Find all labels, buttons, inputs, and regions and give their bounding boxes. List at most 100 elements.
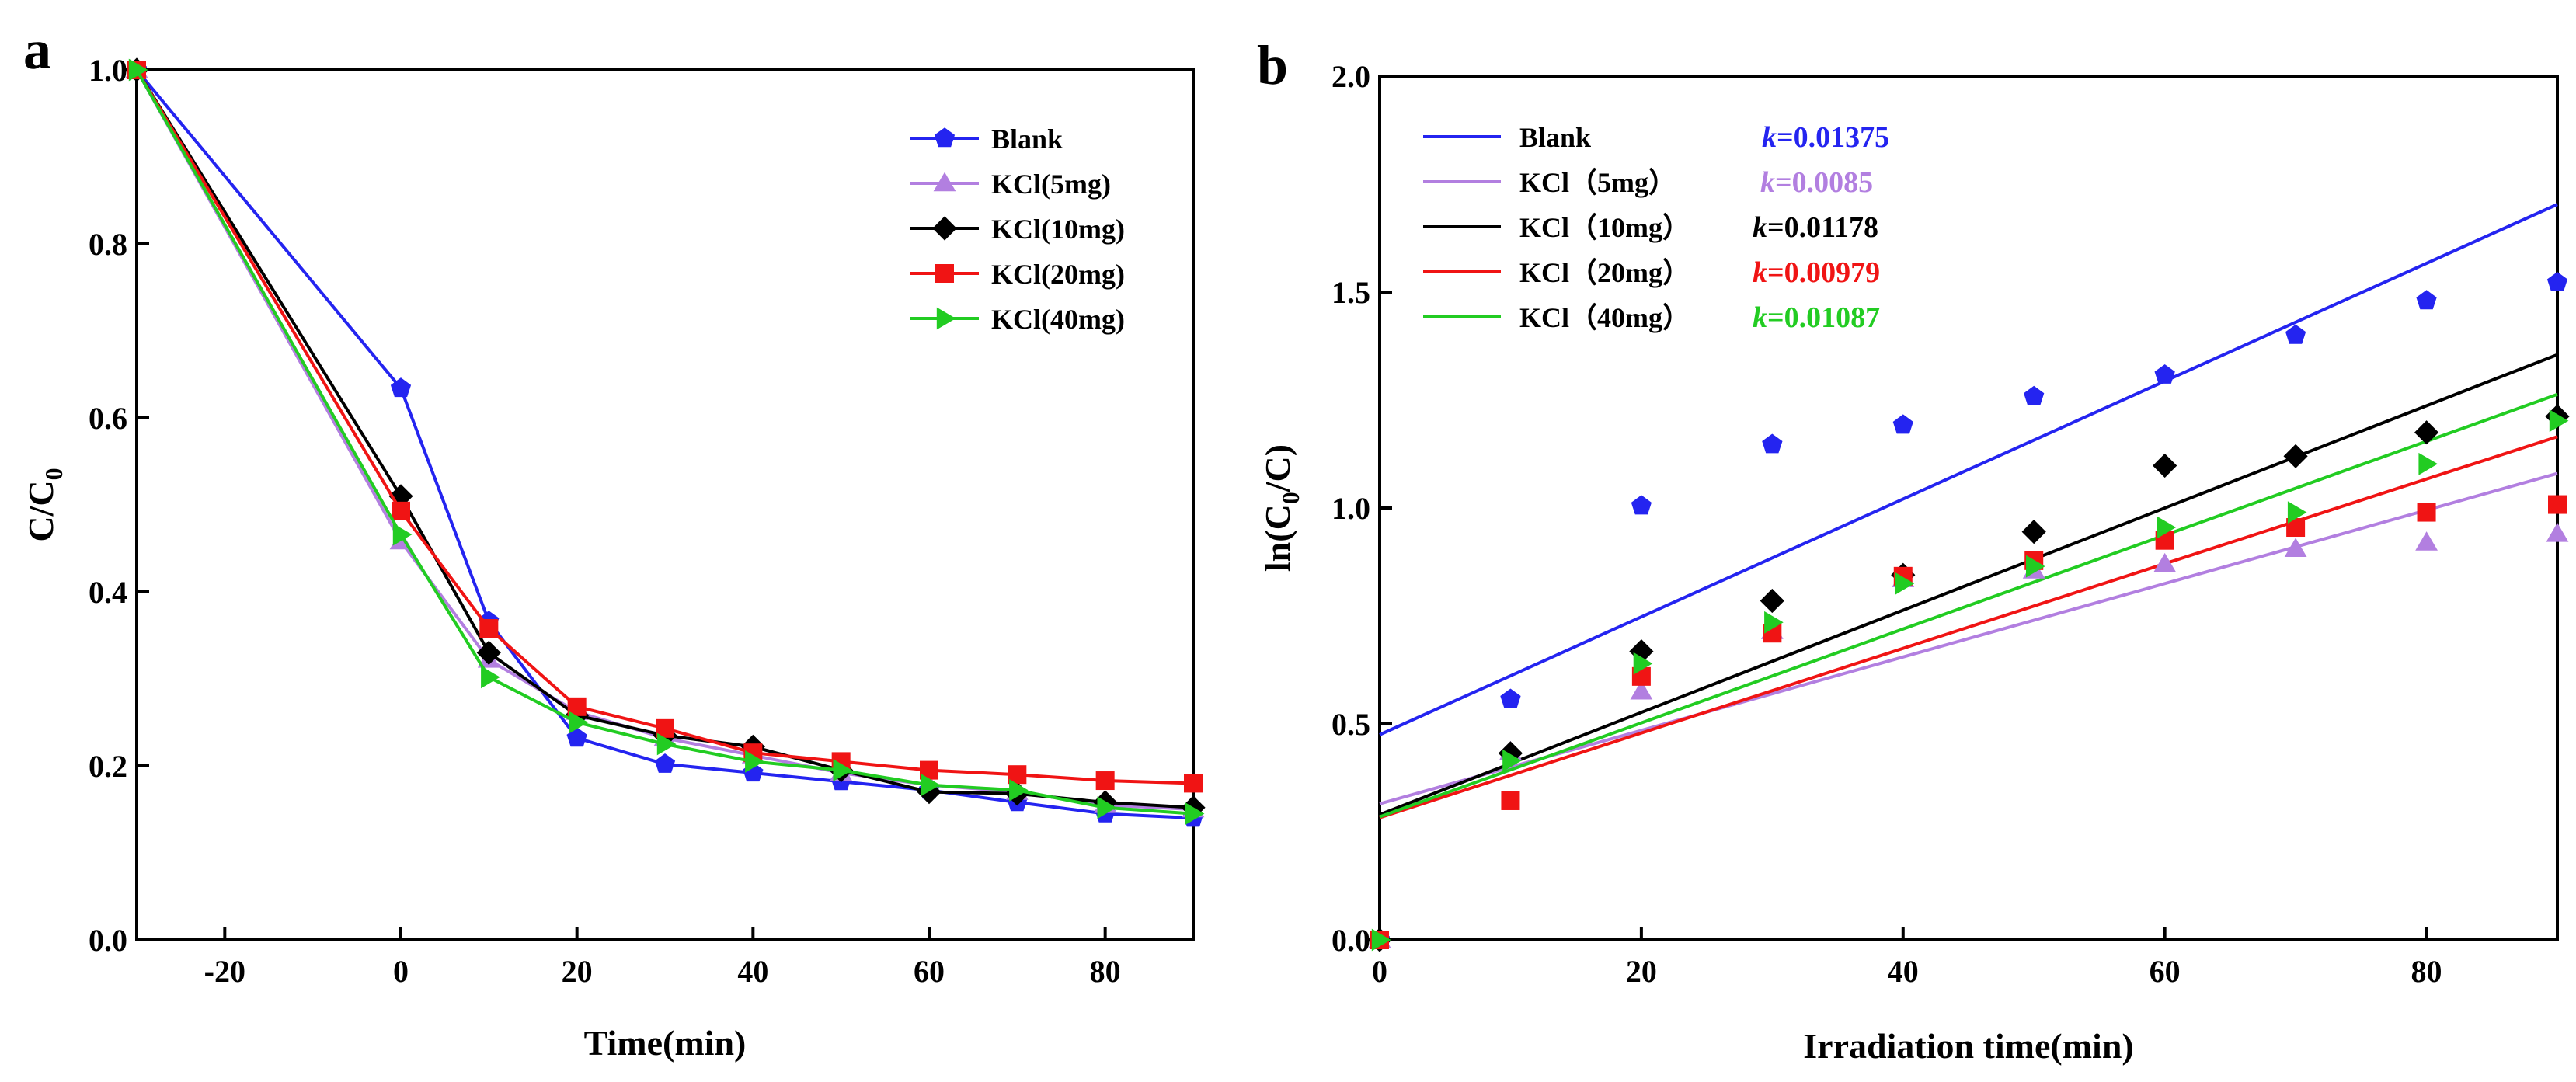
legend-entry-kcl-5mg: KCl(5mg) xyxy=(910,169,1111,200)
legend-entry-blank: Blank k=0.01375 xyxy=(1423,121,1889,154)
y-tick-label: 1.5 xyxy=(1332,275,1370,310)
rate-constant-value: =0.01178 xyxy=(1767,211,1878,244)
legend-marker xyxy=(933,172,956,192)
data-point xyxy=(921,774,941,796)
data-point xyxy=(2415,531,2438,551)
legend-label: KCl(5mg) xyxy=(991,169,1111,200)
legend-marker xyxy=(935,264,954,283)
y-tick-label: 1.0 xyxy=(89,53,127,88)
data-point xyxy=(2417,503,2436,522)
data-point xyxy=(2157,516,2177,539)
data-point xyxy=(2024,385,2045,405)
data-point xyxy=(2153,552,2177,572)
panel-b-xlabel: Irradiation time(min) xyxy=(1803,1026,2133,1066)
panel-a-legend: Blank KCl(5mg) KCl(10mg) KCl(20mg) KCl(40mg) xyxy=(910,124,1125,335)
rate-constant-label: k=0.00979 xyxy=(1753,256,1880,289)
rate-constant-label: k=0.01375 xyxy=(1762,121,1889,154)
y-tick-label: 0.2 xyxy=(89,749,127,784)
x-tick-label: 20 xyxy=(1626,954,1657,989)
series-kcl-40mg xyxy=(128,58,1205,825)
data-point xyxy=(1500,688,1521,708)
rate-constant-value: =0.01087 xyxy=(1767,301,1880,334)
y-tick-label: 0.4 xyxy=(89,575,127,610)
data-point xyxy=(1892,414,1913,434)
y-tick-label: 0.5 xyxy=(1332,707,1370,742)
legend-marker xyxy=(932,216,957,241)
panel-a-ylabel: C/C0 xyxy=(21,468,68,541)
panel-a-ticks: -20 0 20 40 60 80 0.0 0.2 0.4 0.6 0.8 1.0 xyxy=(89,53,1121,989)
data-point xyxy=(2546,523,2569,542)
rate-constant-label: k=0.01087 xyxy=(1753,301,1880,334)
data-point xyxy=(654,753,676,773)
panel-b-series xyxy=(1367,272,2570,952)
data-point xyxy=(833,759,853,781)
x-tick-label: 20 xyxy=(562,954,593,989)
data-point xyxy=(2418,452,2438,475)
x-tick-label: 0 xyxy=(393,954,409,989)
panel-b-ticks: 0 20 40 60 80 0.0 0.5 1.0 1.5 2.0 xyxy=(1332,59,2442,989)
data-point xyxy=(388,484,413,509)
panel-a-series xyxy=(124,57,1206,827)
data-point xyxy=(479,619,499,638)
data-point xyxy=(2546,272,2568,291)
rate-constant-symbol: k xyxy=(1753,256,1767,289)
legend-entry-kcl-10mg: KCl(10mg) xyxy=(910,214,1125,245)
data-point xyxy=(1184,774,1203,793)
series-kcl-10mg xyxy=(1367,404,2570,952)
panel-a-xlabel: Time(min) xyxy=(584,1023,747,1063)
legend-label: KCl（5mg） xyxy=(1519,167,1676,198)
fit-line-kcl-40mg xyxy=(1379,392,2558,819)
panel-a-ylabel-sub: 0 xyxy=(40,468,68,480)
legend-entry-kcl-40mg: KCl（40mg） k=0.01087 xyxy=(1423,301,1880,334)
data-point xyxy=(1097,796,1117,819)
x-tick-label: -20 xyxy=(204,954,245,989)
data-point xyxy=(1009,779,1029,802)
panel-a-plot-frame xyxy=(135,68,1195,941)
panel-a-label: a xyxy=(23,19,51,81)
data-point xyxy=(128,58,148,82)
data-point xyxy=(2283,444,2308,468)
legend-label: Blank xyxy=(991,124,1063,155)
rate-constant-value: =0.0085 xyxy=(1775,166,1873,199)
data-point xyxy=(2549,409,2569,433)
data-point xyxy=(1631,495,1652,515)
fit-line-kcl-10mg xyxy=(1379,353,2558,816)
panel-a: a -20 0 20 40 60 80 0.0 0.2 0.4 0.6 0.8 1.0 Time(mi… xyxy=(21,19,1206,1063)
panel-a-ylabel-main: C/C xyxy=(21,480,61,541)
data-point xyxy=(566,727,587,747)
legend-label: KCl（20mg） xyxy=(1519,257,1690,288)
y-tick-label: 0.6 xyxy=(89,401,127,436)
panel-b-ylabel-sub: 0 xyxy=(1276,492,1304,504)
data-point xyxy=(2414,420,2439,445)
fit-line-blank xyxy=(1379,203,2558,736)
panel-b-fit-lines xyxy=(1379,203,2558,819)
data-point xyxy=(1502,749,1522,772)
legend-entry-kcl-5mg: KCl（5mg） k=0.0085 xyxy=(1423,166,1873,199)
legend-label: KCl(10mg) xyxy=(991,214,1125,245)
rate-constant-symbol: k xyxy=(1753,211,1767,244)
x-tick-label: 60 xyxy=(2150,954,2181,989)
data-point xyxy=(1764,611,1784,634)
data-point xyxy=(1895,572,1915,595)
data-point xyxy=(2285,324,2306,344)
data-point xyxy=(1633,652,1653,675)
data-point xyxy=(2287,501,2307,524)
y-tick-label: 1.0 xyxy=(1332,491,1370,526)
data-point xyxy=(1185,802,1205,825)
panel-b-label: b xyxy=(1257,34,1288,96)
data-point xyxy=(1762,433,1783,454)
x-tick-label: 60 xyxy=(914,954,945,989)
x-tick-label: 80 xyxy=(2411,954,2442,989)
series-kcl-20mg xyxy=(1370,495,2567,949)
series-blank xyxy=(1369,272,2568,949)
panel-b-ylabel-main: ln(C xyxy=(1258,504,1297,572)
legend-marker xyxy=(934,127,956,148)
rate-constant-label: k=0.01178 xyxy=(1753,211,1878,244)
data-point xyxy=(917,780,942,805)
legend-label: KCl（40mg） xyxy=(1519,302,1690,333)
data-point xyxy=(1760,588,1784,614)
legend-label: KCl(40mg) xyxy=(991,304,1125,335)
data-point xyxy=(390,377,412,398)
